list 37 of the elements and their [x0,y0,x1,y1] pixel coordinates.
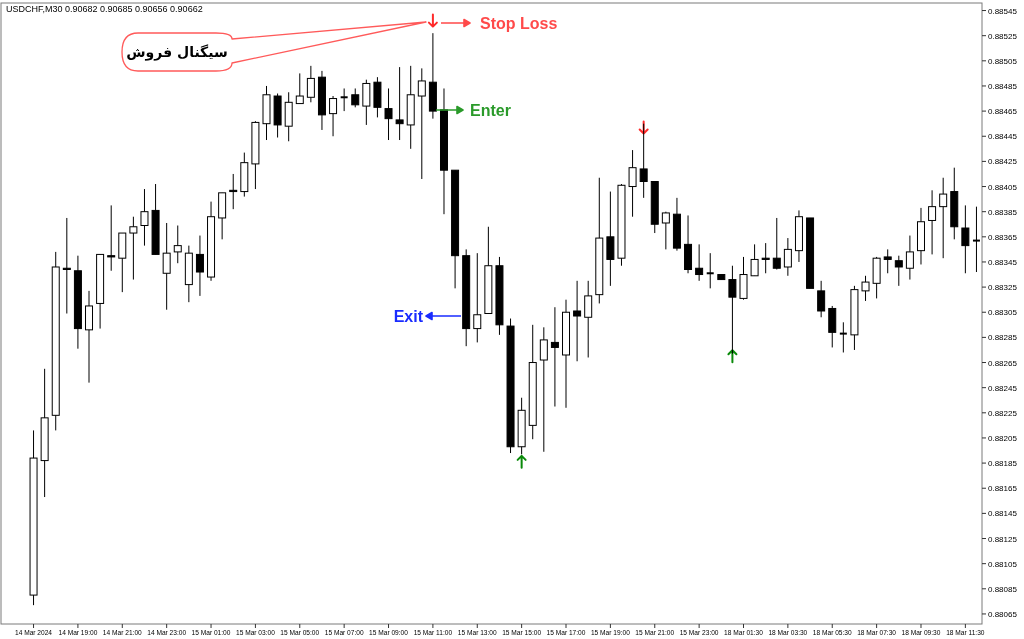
y-tick-label: 0.88525 [988,31,1018,41]
y-tick-label: 0.88285 [988,333,1018,343]
y-tick-label: 0.88545 [988,6,1018,16]
y-tick-label: 0.88505 [988,56,1018,66]
y-tick-label: 0.88065 [988,609,1018,619]
point [516,454,527,469]
annotation: Stop Loss [440,15,558,32]
y-tick-label: 0.88425 [988,157,1018,167]
annotation: Exit [393,308,424,325]
y-tick-label: 0.88465 [988,107,1018,117]
y-tick-label: 0.88185 [988,459,1018,469]
annotation: سیگنال فروش [126,44,228,61]
y-tick-label: 0.88245 [988,383,1018,393]
title: USDCHF,M30 0.90682 0.90685 0.90656 0.90662 [6,4,203,14]
y-tick-label: 0.88265 [988,358,1018,368]
y-tick-label: 0.88345 [988,257,1018,267]
y-tick-label: 0.88125 [988,534,1018,544]
y-tick-label: 0.88105 [988,559,1018,569]
y-tick-label: 0.88485 [988,81,1018,91]
y-tick-label: 0.88385 [988,207,1018,217]
point [727,349,738,364]
annotation: Stop Loss [480,15,558,32]
y-tick-label: 0.88365 [988,232,1018,242]
point [427,13,438,28]
y-tick-label: 0.88445 [988,132,1018,142]
annotation: Enter [435,102,511,119]
point [638,120,649,135]
y-tick-label: 0.88325 [988,283,1018,293]
y-tick-label: 0.88165 [988,484,1018,494]
annotation: Exit [393,308,462,325]
y-tick-label: 0.88085 [988,584,1018,594]
y-tick-label: 0.88145 [988,509,1018,519]
y-tick-label: 0.88305 [988,308,1018,318]
annotation: Enter [470,102,511,119]
y-tick-label: 0.88405 [988,182,1018,192]
y-tick-label: 0.88205 [988,433,1018,443]
y-tick-label: 0.88225 [988,408,1018,418]
